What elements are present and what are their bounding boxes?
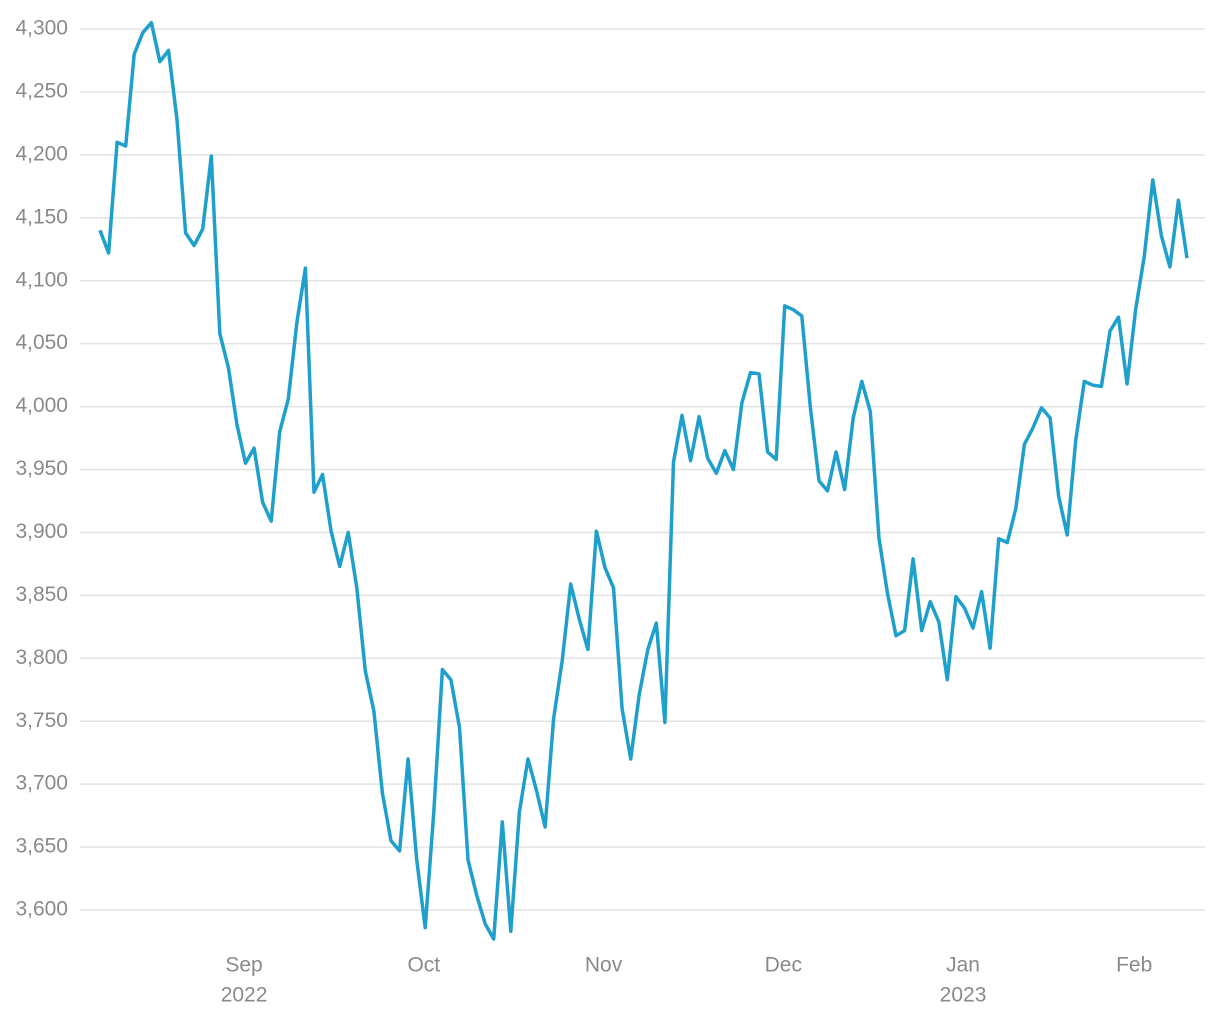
y-tick-label: 3,950 xyxy=(15,457,68,480)
x-tick-label: Nov xyxy=(585,954,623,977)
y-tick-label: 4,000 xyxy=(15,394,68,417)
x-year-label: 2022 xyxy=(221,984,268,1007)
y-tick-label: 4,250 xyxy=(15,79,68,102)
y-tick-label: 4,100 xyxy=(15,268,68,291)
x-tick-label: Feb xyxy=(1116,954,1152,977)
x-year-label: 2023 xyxy=(940,984,987,1007)
y-tick-label: 4,050 xyxy=(15,331,68,354)
y-tick-label: 3,600 xyxy=(15,898,68,921)
x-tick-label: Oct xyxy=(407,954,440,977)
x-tick-label: Dec xyxy=(765,954,802,977)
x-tick-label: Sep xyxy=(225,954,262,977)
y-tick-label: 4,300 xyxy=(15,17,68,40)
y-tick-label: 3,650 xyxy=(15,835,68,858)
x-tick-label: Jan xyxy=(946,954,980,977)
y-tick-label: 3,750 xyxy=(15,709,68,732)
y-tick-label: 3,900 xyxy=(15,520,68,543)
y-tick-label: 3,850 xyxy=(15,583,68,606)
y-tick-label: 4,150 xyxy=(15,205,68,228)
y-tick-label: 3,700 xyxy=(15,772,68,795)
line xyxy=(98,20,1189,941)
y-tick-label: 4,200 xyxy=(15,142,68,165)
y-tick-label: 3,800 xyxy=(15,646,68,669)
